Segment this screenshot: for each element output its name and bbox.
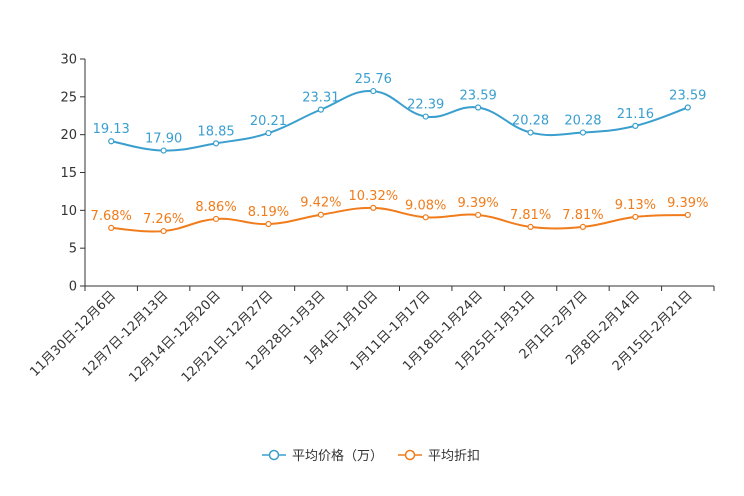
data-label: 7.68%	[91, 209, 132, 224]
data-point[interactable]	[317, 106, 324, 113]
data-point[interactable]	[370, 87, 377, 95]
y-tick-label: 5	[69, 242, 77, 257]
legend-label: 平均价格（万）	[292, 448, 383, 464]
data-label: 7.26%	[143, 212, 184, 227]
series-layer: 19.13 17.90 18.85 20.21 23.31 25.76 22.39 23.59…	[91, 72, 708, 235]
data-point[interactable]	[579, 223, 587, 231]
data-label: 10.32%	[349, 189, 399, 204]
y-tick-label: 20	[60, 128, 77, 143]
y-tick-label: 30	[60, 53, 77, 68]
series-line	[111, 90, 689, 152]
data-label: 22.39	[407, 98, 444, 113]
data-label: 7.81%	[562, 208, 603, 223]
data-label: 19.13	[93, 122, 130, 137]
data-point[interactable]	[317, 211, 324, 218]
series-2: 7.68% 7.26% 8.86% 8.19% 9.42% 10.32% 9.08% 9.39…	[91, 189, 708, 235]
series-line	[111, 206, 688, 233]
data-point[interactable]	[160, 147, 167, 154]
data-point[interactable]	[160, 227, 167, 235]
data-point[interactable]	[684, 104, 691, 111]
y-tick-label: 15	[60, 166, 77, 181]
data-label: 9.42%	[300, 196, 341, 211]
data-point[interactable]	[265, 129, 272, 137]
y-tick-label: 25	[60, 90, 77, 105]
data-label: 23.59	[669, 89, 706, 104]
data-label: 20.28	[512, 114, 549, 129]
data-point[interactable]	[632, 122, 639, 129]
legend-marker-icon	[268, 449, 280, 461]
data-point[interactable]	[475, 104, 482, 111]
data-label: 9.39%	[457, 196, 498, 211]
data-point[interactable]	[527, 129, 534, 136]
data-point[interactable]	[370, 204, 377, 212]
data-label: 9.39%	[667, 196, 708, 211]
data-label: 23.59	[460, 89, 497, 104]
data-label: 9.13%	[615, 198, 656, 213]
legend-item-2[interactable]: 平均折扣	[398, 449, 480, 464]
data-point[interactable]	[108, 224, 115, 231]
data-label: 20.21	[250, 114, 287, 129]
data-point[interactable]	[579, 129, 587, 136]
data-point[interactable]	[475, 211, 482, 219]
data-point[interactable]	[684, 211, 691, 219]
data-point[interactable]	[422, 113, 429, 120]
data-label: 20.28	[564, 114, 601, 129]
data-label: 25.76	[355, 72, 392, 87]
data-point[interactable]	[108, 138, 115, 145]
x-tick-label: 12月14日-12月20日	[126, 288, 223, 385]
legend[interactable]: 平均价格（万） 平均折扣	[262, 448, 480, 464]
data-point[interactable]	[632, 213, 639, 221]
data-label: 18.85	[197, 124, 234, 139]
data-label: 8.19%	[248, 205, 289, 220]
y-tick-label: 10	[60, 204, 77, 219]
data-point[interactable]	[527, 223, 534, 231]
series-1: 19.13 17.90 18.85 20.21 23.31 25.76 22.39 23.59…	[93, 72, 706, 154]
legend-label: 平均折扣	[428, 449, 480, 464]
x-tick-label: 11月30日-12月6日	[27, 288, 119, 380]
data-label: 7.81%	[510, 208, 551, 223]
data-label: 23.31	[302, 91, 339, 106]
data-point[interactable]	[212, 140, 220, 147]
data-point[interactable]	[422, 214, 429, 221]
data-label: 21.16	[617, 107, 654, 122]
legend-marker-icon	[404, 449, 416, 461]
legend-item-1[interactable]: 平均价格（万）	[262, 448, 383, 464]
data-label: 9.08%	[405, 198, 446, 213]
data-point[interactable]	[265, 220, 272, 228]
data-label: 8.86%	[195, 200, 236, 215]
x-tick-label: 12月21日-12月27日	[179, 288, 276, 385]
data-point[interactable]	[212, 215, 220, 223]
data-label: 17.90	[145, 132, 182, 147]
y-tick-label: 0	[69, 280, 77, 295]
